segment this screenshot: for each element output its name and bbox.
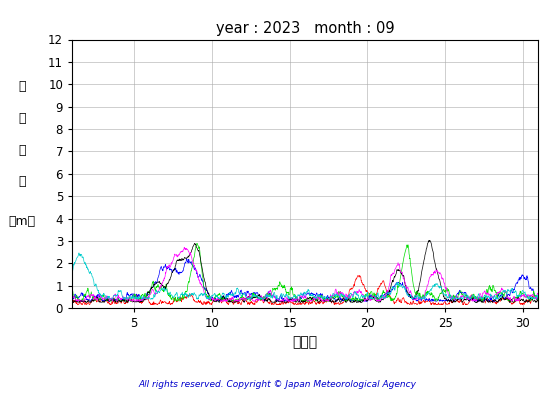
Title: year : 2023   month : 09: year : 2023 month : 09 [216,21,395,36]
Text: All rights reserved. Copyright © Japan Meteorological Agency: All rights reserved. Copyright © Japan M… [139,380,416,389]
Text: 高: 高 [18,175,26,188]
Text: 義: 義 [18,112,26,125]
X-axis label: （日）: （日） [292,336,318,350]
Text: 波: 波 [18,144,26,156]
Text: （m）: （m） [9,215,36,228]
Text: 有: 有 [18,81,26,93]
